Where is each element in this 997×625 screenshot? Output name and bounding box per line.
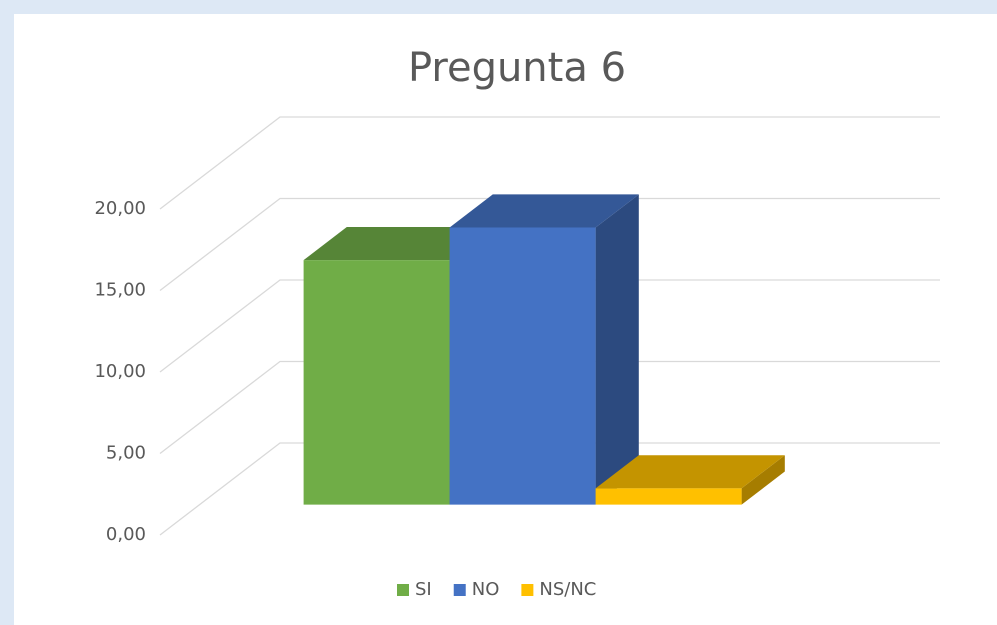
y-tick-label: 10,00: [94, 361, 146, 382]
bar: [303, 260, 450, 505]
y-tick-label: 0,00: [106, 524, 146, 545]
grid-line: [159, 279, 940, 373]
legend-label: NO: [472, 579, 500, 600]
bar: [595, 488, 742, 505]
grid-line: [159, 442, 940, 536]
grid-line: [159, 197, 940, 292]
y-tick-label: 15,00: [94, 280, 146, 301]
bar: [449, 227, 596, 505]
legend-swatch: [453, 584, 466, 596]
y-tick-label: 5,00: [106, 443, 146, 464]
y-tick-label: 20,00: [94, 198, 146, 219]
bar-side: [595, 194, 639, 505]
legend-swatch: [397, 584, 409, 596]
bar-top: [595, 455, 785, 489]
chart: Pregunta 6 0,00 5,00 10,00 15,00 20,00 SI NO NS…: [14, 14, 997, 625]
grid-line: [159, 360, 940, 455]
legend-label: NS/NC: [539, 579, 596, 600]
bar-top: [449, 194, 639, 228]
chart-title: Pregunta 6: [408, 45, 626, 91]
bar-side: [741, 455, 785, 505]
bar-top: [303, 227, 493, 261]
legend-label: SI: [415, 579, 432, 600]
legend-swatch: [521, 584, 534, 596]
grid-line: [159, 116, 940, 210]
